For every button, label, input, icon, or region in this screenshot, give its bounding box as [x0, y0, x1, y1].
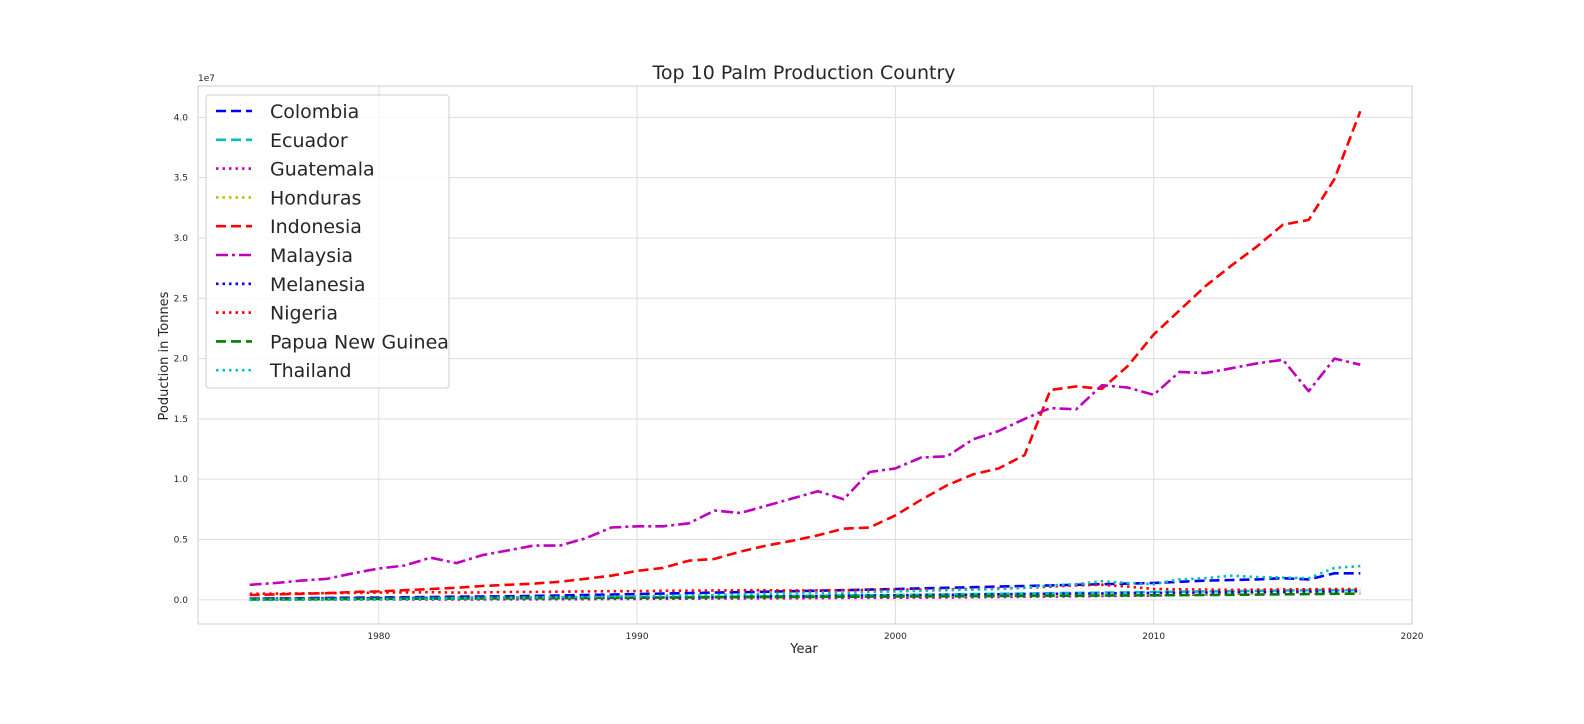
series-line-papua-new-guinea — [249, 592, 1361, 601]
grid-layer — [198, 86, 1413, 624]
y-tick-label: 1.0 — [174, 475, 189, 485]
y-tick-label: 2.5 — [174, 294, 188, 304]
x-tick-label: 2000 — [884, 632, 907, 642]
legend-label-indonesia: Indonesia — [270, 216, 362, 238]
y-tick-label: 3.5 — [174, 174, 188, 184]
legend-label-malaysia: Malaysia — [270, 245, 353, 267]
legend-label-thailand: Thailand — [269, 360, 352, 382]
x-axis-label: Year — [789, 642, 818, 657]
legend-label-colombia: Colombia — [270, 101, 359, 123]
y-tick-label: 1.5 — [174, 415, 188, 425]
x-tick-label: 1990 — [626, 632, 649, 642]
legend-label-honduras: Honduras — [270, 187, 361, 209]
y-tick-label: 3.0 — [174, 234, 189, 244]
series-line-malaysia — [249, 357, 1361, 587]
series-line-colombia — [249, 571, 1361, 600]
legend-label-melanesia: Melanesia — [270, 274, 366, 296]
legend: Colombia Ecuador Guatemala Honduras Indonesi… — [205, 94, 450, 389]
chart-title: Top 10 Palm Production Country — [652, 62, 956, 84]
y-tick-label: 0.5 — [174, 536, 188, 546]
y-tick-label: 4.0 — [174, 113, 189, 123]
y-axis-label: Poduction in Tonnes — [157, 291, 172, 420]
series-layer — [249, 110, 1362, 602]
y-axis-multiplier: 1e7 — [198, 74, 215, 84]
legend-label-papua-new-guinea: Papua New Guinea — [270, 331, 449, 353]
x-tick-label: 2010 — [1142, 632, 1165, 642]
legend-box — [205, 94, 450, 389]
x-tick-label: 2020 — [1401, 632, 1424, 642]
y-tick-label: 0.0 — [174, 596, 189, 606]
y-tick-label: 2.0 — [174, 355, 189, 365]
tick-layer: 1980 1990 2000 2010 2020 0.0 0.5 1.0 1.5 2.0 2.5 3.… — [174, 113, 1424, 642]
legend-label-ecuador: Ecuador — [270, 130, 348, 152]
series-line-indonesia — [249, 110, 1362, 597]
legend-label-nigeria: Nigeria — [270, 303, 338, 325]
legend-label-guatemala: Guatemala — [270, 159, 375, 181]
plot-frame — [197, 85, 1413, 625]
x-tick-label: 1980 — [367, 632, 390, 642]
